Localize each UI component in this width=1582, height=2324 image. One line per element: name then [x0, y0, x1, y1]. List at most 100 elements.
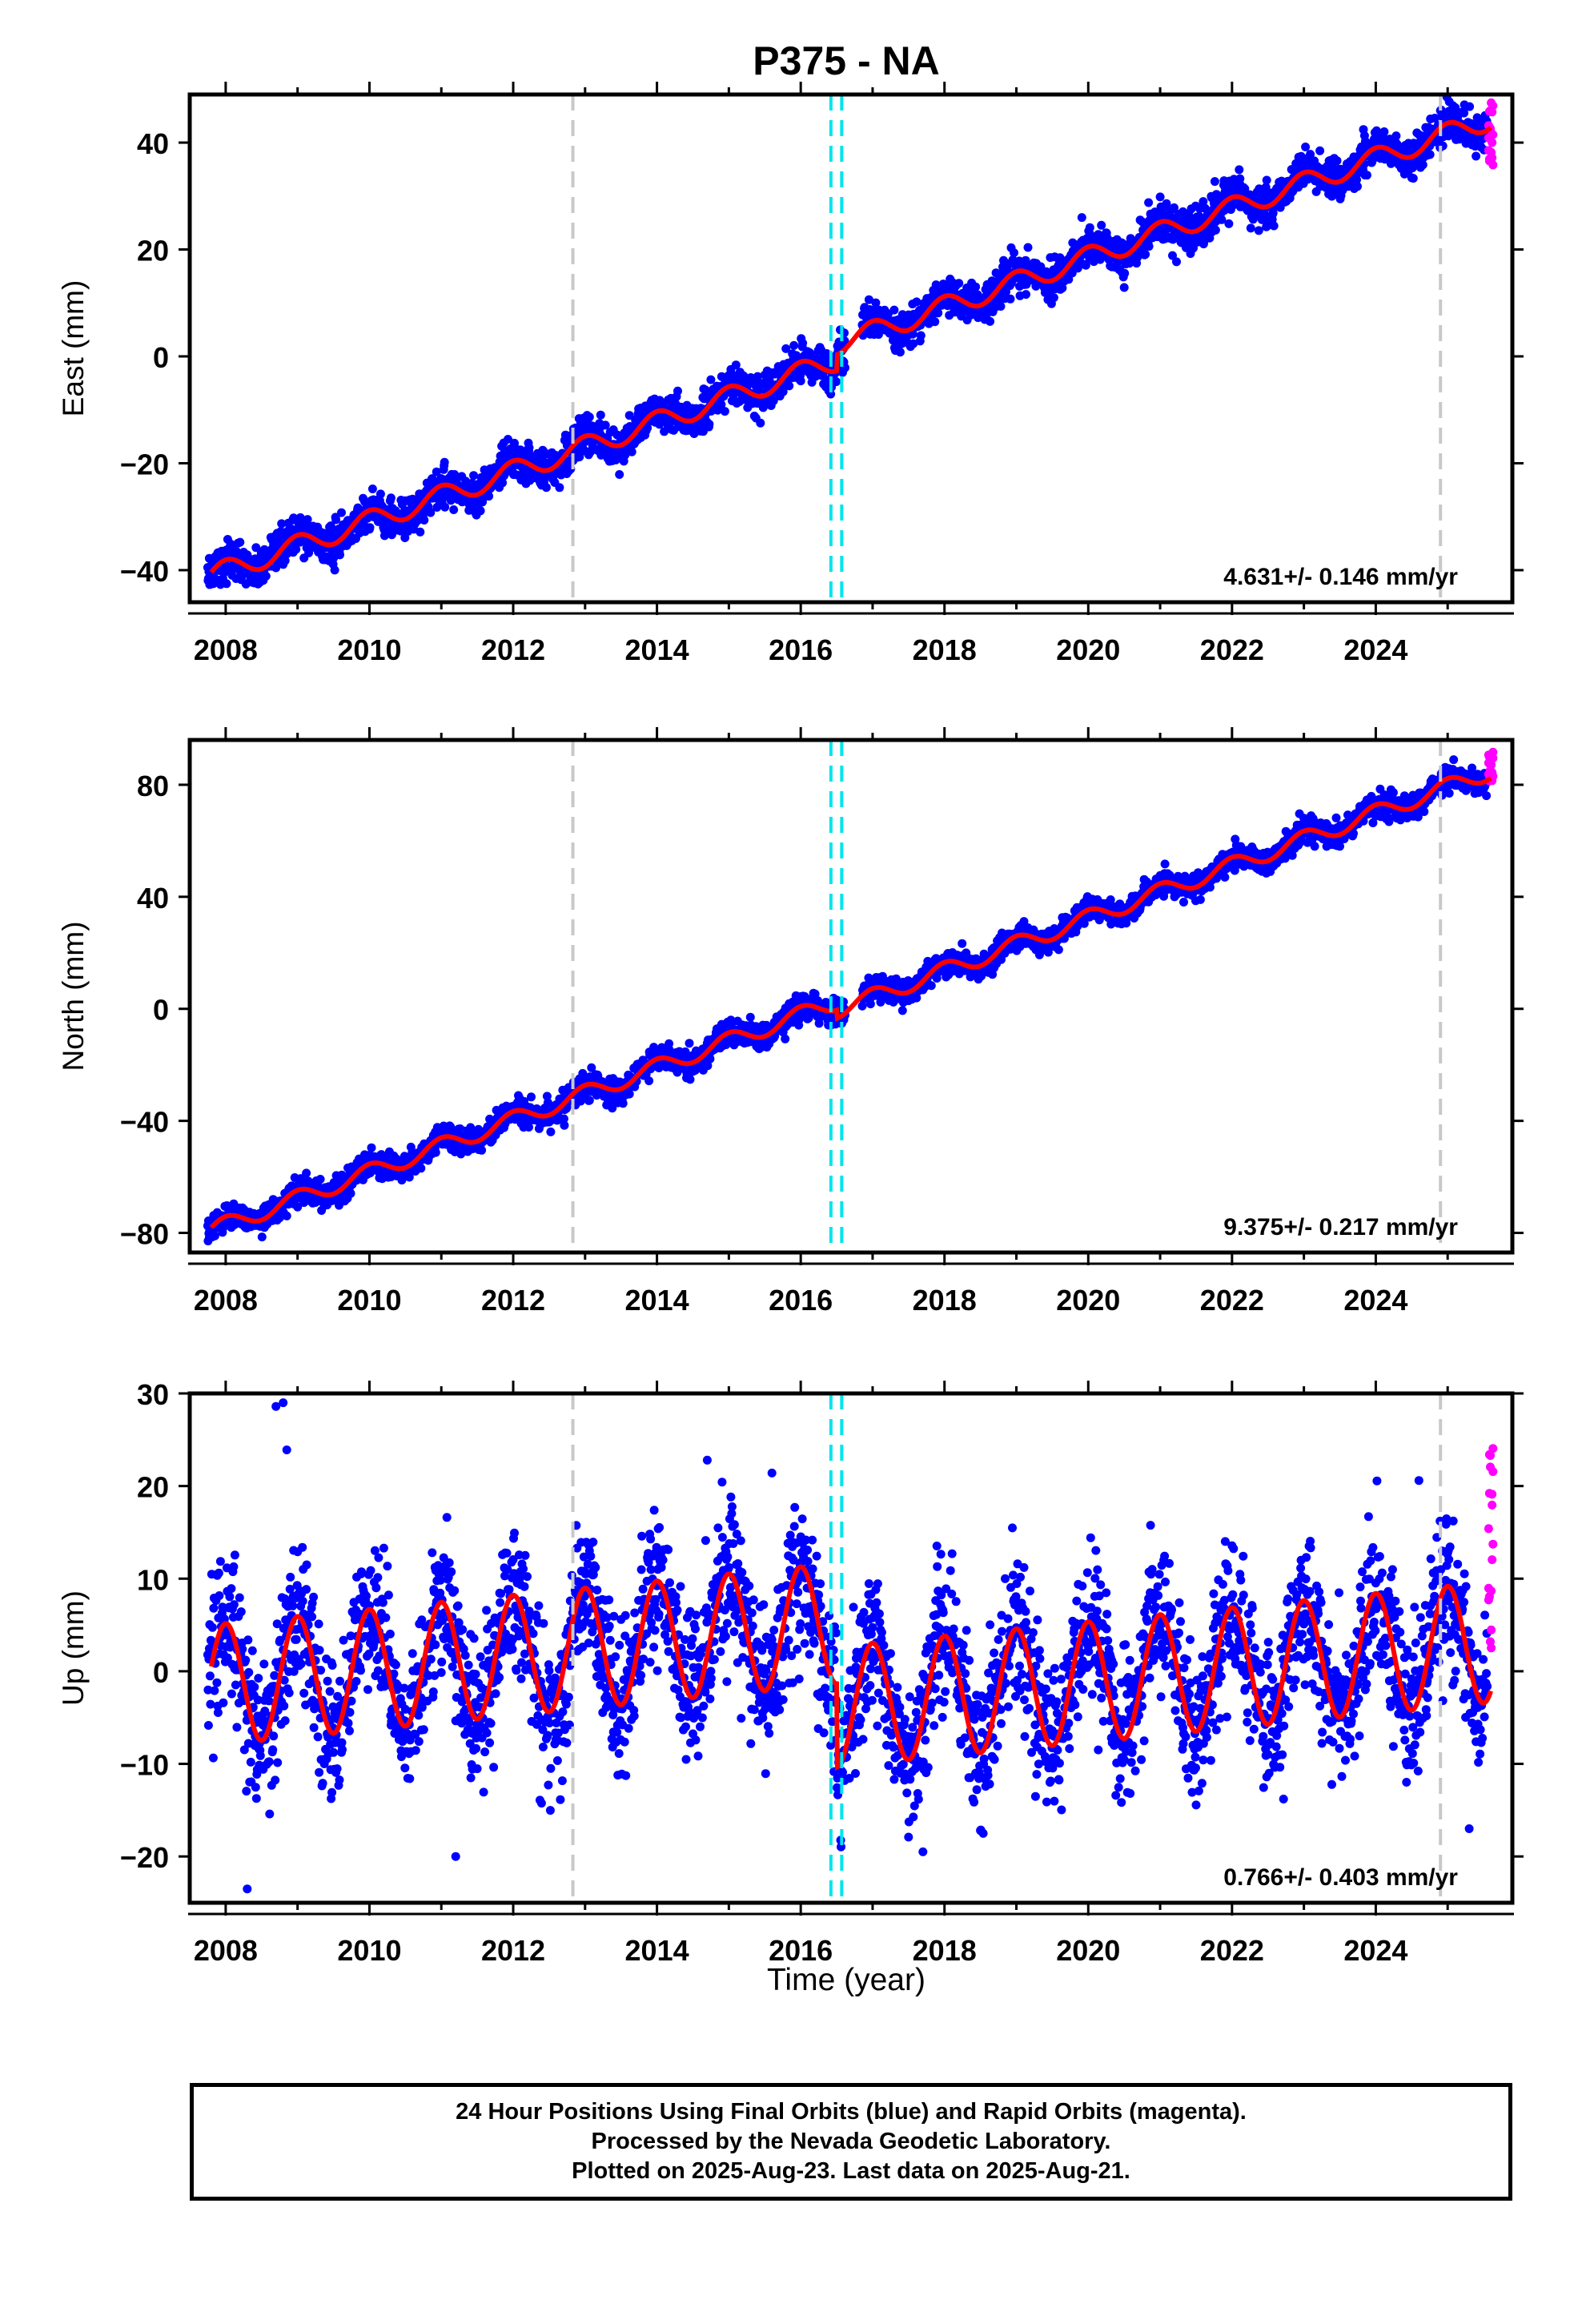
final-orbit-point	[753, 372, 762, 381]
final-orbit-point	[996, 302, 1006, 311]
final-orbit-point	[293, 1202, 303, 1212]
final-orbit-point	[584, 1096, 594, 1105]
final-orbit-point	[865, 999, 875, 1009]
final-orbit-point	[1224, 219, 1234, 228]
final-orbit-point	[282, 1211, 291, 1220]
y-tick-label: 40	[137, 127, 169, 160]
final-orbit-point	[1306, 150, 1315, 159]
final-orbit-point	[251, 543, 261, 553]
final-orbit-point	[705, 420, 714, 429]
final-orbit-point	[498, 478, 508, 488]
final-orbit-point	[785, 381, 794, 391]
final-orbit-point	[1120, 268, 1130, 278]
final-orbit-point	[1408, 174, 1418, 183]
final-orbit-point	[685, 1039, 694, 1048]
rapid-orbit-point	[1488, 153, 1497, 163]
final-orbit-point	[1451, 103, 1460, 112]
final-orbit-point	[1465, 102, 1475, 111]
final-orbit-point	[367, 1143, 376, 1152]
final-orbit-point	[404, 1172, 414, 1182]
final-orbit-point	[1332, 156, 1342, 166]
final-orbit-point	[1353, 182, 1362, 191]
final-orbit-point	[416, 1164, 426, 1173]
final-orbit-point	[504, 435, 512, 444]
final-orbit-point	[1315, 146, 1325, 155]
y-tick-label: 20	[137, 235, 169, 267]
final-orbit-point	[1425, 150, 1435, 159]
final-orbit-point	[1217, 215, 1227, 224]
final-orbit-point	[210, 1231, 219, 1240]
final-orbit-point	[1472, 151, 1481, 161]
final-orbit-point	[335, 550, 344, 560]
final-orbit-point	[1170, 203, 1178, 212]
final-orbit-point	[1254, 226, 1263, 235]
x-tick-label: 2010	[337, 633, 401, 666]
x-tick-label: 2018	[913, 633, 977, 666]
final-orbit-point	[596, 410, 605, 420]
final-orbit-point	[930, 317, 940, 327]
final-orbit-point	[420, 516, 429, 525]
final-orbit-point	[909, 339, 918, 348]
final-orbit-point	[367, 485, 377, 493]
final-orbit-point	[796, 376, 805, 386]
final-orbit-point	[832, 377, 841, 387]
final-orbit-point	[1064, 275, 1074, 284]
final-orbit-point	[1162, 199, 1171, 208]
final-orbit-point	[1240, 184, 1250, 194]
final-orbit-point	[624, 1089, 634, 1099]
final-orbit-point	[1155, 192, 1165, 202]
final-orbit-point	[1049, 293, 1058, 303]
final-orbit-point	[1119, 283, 1129, 292]
final-orbit-point	[546, 1127, 556, 1136]
final-orbit-point	[895, 348, 905, 357]
final-orbit-point	[685, 1075, 695, 1084]
final-orbit-point	[627, 447, 636, 456]
final-orbit-point	[615, 470, 624, 479]
x-tick-label: 2014	[625, 633, 689, 666]
final-orbit-point	[1262, 175, 1271, 185]
final-orbit-point	[673, 386, 682, 396]
final-orbit-point	[469, 471, 479, 480]
final-orbit-point	[257, 1232, 267, 1242]
final-orbit-point	[337, 508, 346, 517]
final-orbit-point	[1210, 177, 1219, 187]
final-orbit-point	[346, 1188, 355, 1198]
final-orbit-point	[440, 502, 450, 512]
final-orbit-point	[897, 1006, 907, 1015]
final-orbit-point	[375, 489, 385, 499]
final-orbit-point	[778, 387, 788, 396]
final-orbit-point	[440, 457, 449, 467]
final-orbit-point	[731, 360, 741, 370]
final-orbit-point	[1077, 213, 1086, 223]
final-orbit-point	[781, 1034, 790, 1043]
final-orbit-point	[235, 537, 245, 547]
x-tick-label: 2020	[1056, 633, 1120, 666]
final-orbit-point	[873, 330, 883, 340]
final-orbit-point	[524, 443, 534, 452]
final-orbit-point	[789, 340, 799, 350]
final-orbit-point	[431, 1148, 440, 1157]
y-axis-label: East (mm)	[57, 280, 90, 417]
final-orbit-point	[705, 1054, 715, 1063]
x-tick-label: 2008	[194, 633, 258, 666]
final-orbit-point	[660, 427, 669, 436]
final-orbit-point	[280, 556, 290, 565]
final-orbit-point	[1379, 127, 1389, 136]
final-orbit-point	[416, 527, 425, 537]
final-orbit-point	[477, 1145, 487, 1155]
plot-area	[203, 94, 1498, 589]
final-orbit-point	[954, 279, 964, 288]
final-orbit-point	[624, 411, 634, 420]
final-orbit-point	[1391, 131, 1401, 141]
final-orbit-point	[575, 452, 584, 461]
final-orbit-point	[291, 545, 301, 554]
final-orbit-point	[302, 1168, 311, 1178]
final-orbit-point	[426, 508, 436, 517]
final-orbit-point	[971, 282, 981, 292]
final-orbit-point	[524, 1123, 533, 1132]
final-orbit-point	[618, 1099, 628, 1108]
final-orbit-point	[864, 295, 873, 304]
